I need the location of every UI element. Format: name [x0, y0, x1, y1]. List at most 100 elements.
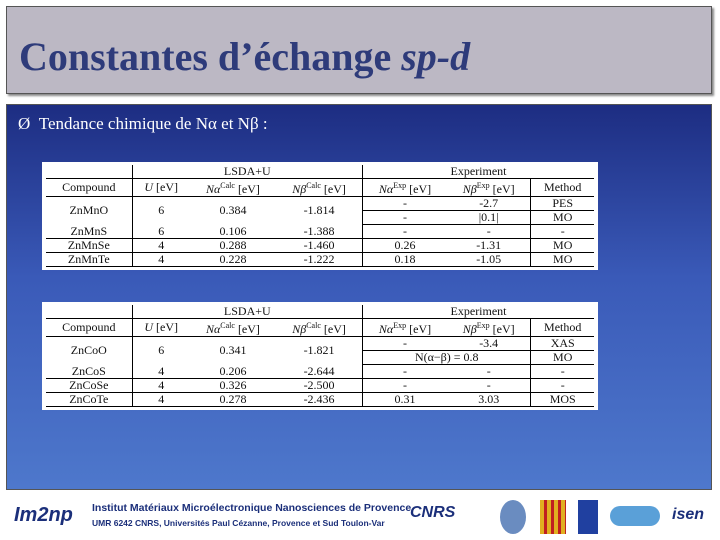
header-symbol: Method	[544, 320, 582, 334]
cell: -2.436	[276, 392, 364, 407]
bullet: Ø Tendance chimique de Nα et Nβ :	[18, 114, 268, 134]
cell: ZnMnSe	[46, 238, 133, 253]
header-row: Compound U [eV] NαCalc [eV] NβCalc [eV] NαEx…	[46, 318, 594, 337]
cell: MO	[530, 350, 594, 365]
table: LSDA+U Experiment Compound U [eV] NαCalc [eV…	[46, 305, 594, 407]
cell: -	[530, 224, 594, 239]
header-symbol: Method	[544, 180, 582, 194]
cell: ZnMnTe	[46, 252, 133, 267]
column-header: Compound	[46, 318, 133, 337]
cell: ZnCoTe	[46, 392, 133, 407]
column-header: Method	[530, 178, 594, 197]
cell: 0.31	[362, 392, 447, 407]
title: Constantes d’échange sp-d	[19, 33, 470, 80]
institute: Institut Matériaux Microélectronique Nan…	[92, 502, 412, 514]
cell: -1.31	[446, 238, 532, 253]
cell: 4	[132, 378, 190, 393]
header-sup: Exp	[476, 321, 490, 330]
table-box: LSDA+U Experiment Compound U [eV] NαCalc [eV…	[42, 162, 598, 270]
cell: ZnCoSe	[46, 378, 133, 393]
cell: 4	[132, 238, 190, 253]
header-unit: [eV]	[323, 182, 346, 196]
cell: 0.26	[362, 238, 447, 253]
data-row: ZnMnSe 4 0.288 -1.460 0.26 -1.31 MO	[46, 238, 594, 253]
cell: 0.326	[189, 378, 277, 393]
group-spacer	[46, 165, 133, 179]
cell: -1.222	[276, 252, 364, 267]
header-symbol: Compound	[62, 180, 116, 194]
header-row: Compound U [eV] NαCalc [eV] NβCalc [eV] NαEx…	[46, 178, 594, 197]
cell: 0.206	[189, 364, 277, 379]
group-row: LSDA+U Experiment	[46, 305, 594, 319]
cell: MO	[530, 210, 594, 225]
data-row: ZnMnS 6 0.106 -1.388- - -	[46, 224, 594, 239]
cell: -	[530, 378, 594, 393]
cell: -	[446, 364, 532, 379]
logo-icon	[578, 500, 598, 534]
isen-logo: isen	[672, 506, 705, 523]
cell: -1.814	[276, 196, 364, 225]
title-main: Constantes d’échange	[19, 34, 402, 79]
cell: -3.4	[446, 336, 532, 351]
bullet-marker: Ø	[18, 114, 31, 133]
cell: 0.278	[189, 392, 277, 407]
cell: N(α−β) = 0.8	[362, 350, 532, 365]
cell: MOS	[530, 392, 594, 407]
cell: ZnCoO	[46, 336, 133, 365]
data-row: ZnMnO 6 0.384 -1.814- -2.7 PES	[46, 196, 594, 225]
cell: -	[362, 196, 447, 211]
header-unit: [eV]	[409, 182, 432, 196]
cell: 0.288	[189, 238, 277, 253]
header-symbol: Nβ	[462, 322, 477, 336]
header-symbol: Nβ	[462, 182, 477, 196]
group-header: Experiment	[362, 305, 594, 319]
cell: ZnMnO	[46, 196, 133, 225]
cell: 6	[158, 203, 165, 218]
header-symbol: Nα	[378, 182, 394, 196]
cell: 3.03	[446, 392, 532, 407]
header-symbol: Nβ	[292, 182, 307, 196]
header-unit: [eV]	[492, 182, 515, 196]
column-header: NβCalc [eV]	[276, 318, 364, 337]
table-box: LSDA+U Experiment Compound U [eV] NαCalc [eV…	[42, 302, 598, 410]
column-header: NαCalc [eV]	[189, 178, 277, 197]
cell: XAS	[530, 336, 594, 351]
header-sup: Exp	[393, 181, 407, 190]
logo-text: Im2np	[14, 504, 73, 526]
data-row: ZnCoTe 4 0.278 -2.436 0.31 3.03 MOS	[46, 392, 594, 407]
data-row: N(α−β) = 0.8 MO	[46, 350, 594, 365]
data-row: - |0.1| MO	[46, 210, 594, 225]
header-symbol: U	[144, 180, 154, 194]
header-sup: Calc	[306, 321, 321, 330]
footer: Im2np Institut Matériaux Microélectroniq…	[0, 494, 720, 540]
cell: ZnMnS	[46, 224, 133, 239]
umr: UMR 6242 CNRS, Universités Paul Cézanne,…	[92, 518, 385, 528]
cell: -	[446, 224, 532, 239]
cell: -2.7	[446, 196, 532, 211]
cell: 4	[132, 252, 190, 267]
group-header: LSDA+U	[132, 305, 364, 319]
column-header: U [eV]	[132, 178, 190, 197]
title-box: Constantes d’échange sp-d	[6, 6, 712, 94]
cell: -	[362, 378, 447, 393]
cell: 4	[132, 392, 190, 407]
cell: 0.341	[219, 343, 247, 358]
header-unit: [eV]	[323, 322, 346, 336]
header-symbol: Nα	[205, 322, 221, 336]
cell: -1.05	[446, 252, 532, 267]
header-symbol: Compound	[62, 320, 116, 334]
header-unit: [eV]	[156, 180, 179, 194]
cell: |0.1|	[446, 210, 532, 225]
header-unit: [eV]	[237, 182, 260, 196]
cell: -	[362, 210, 447, 225]
cell: 6	[158, 343, 165, 358]
logo-icon	[500, 500, 526, 534]
data-row: ZnCoS 4 0.206 -2.644- - -	[46, 364, 594, 379]
header-symbol: U	[144, 320, 154, 334]
header-unit: [eV]	[237, 322, 260, 336]
cell: -1.460	[276, 238, 364, 253]
logo-icon	[540, 500, 566, 534]
column-header: NβCalc [eV]	[276, 178, 364, 197]
cell: -1.821	[276, 336, 364, 365]
